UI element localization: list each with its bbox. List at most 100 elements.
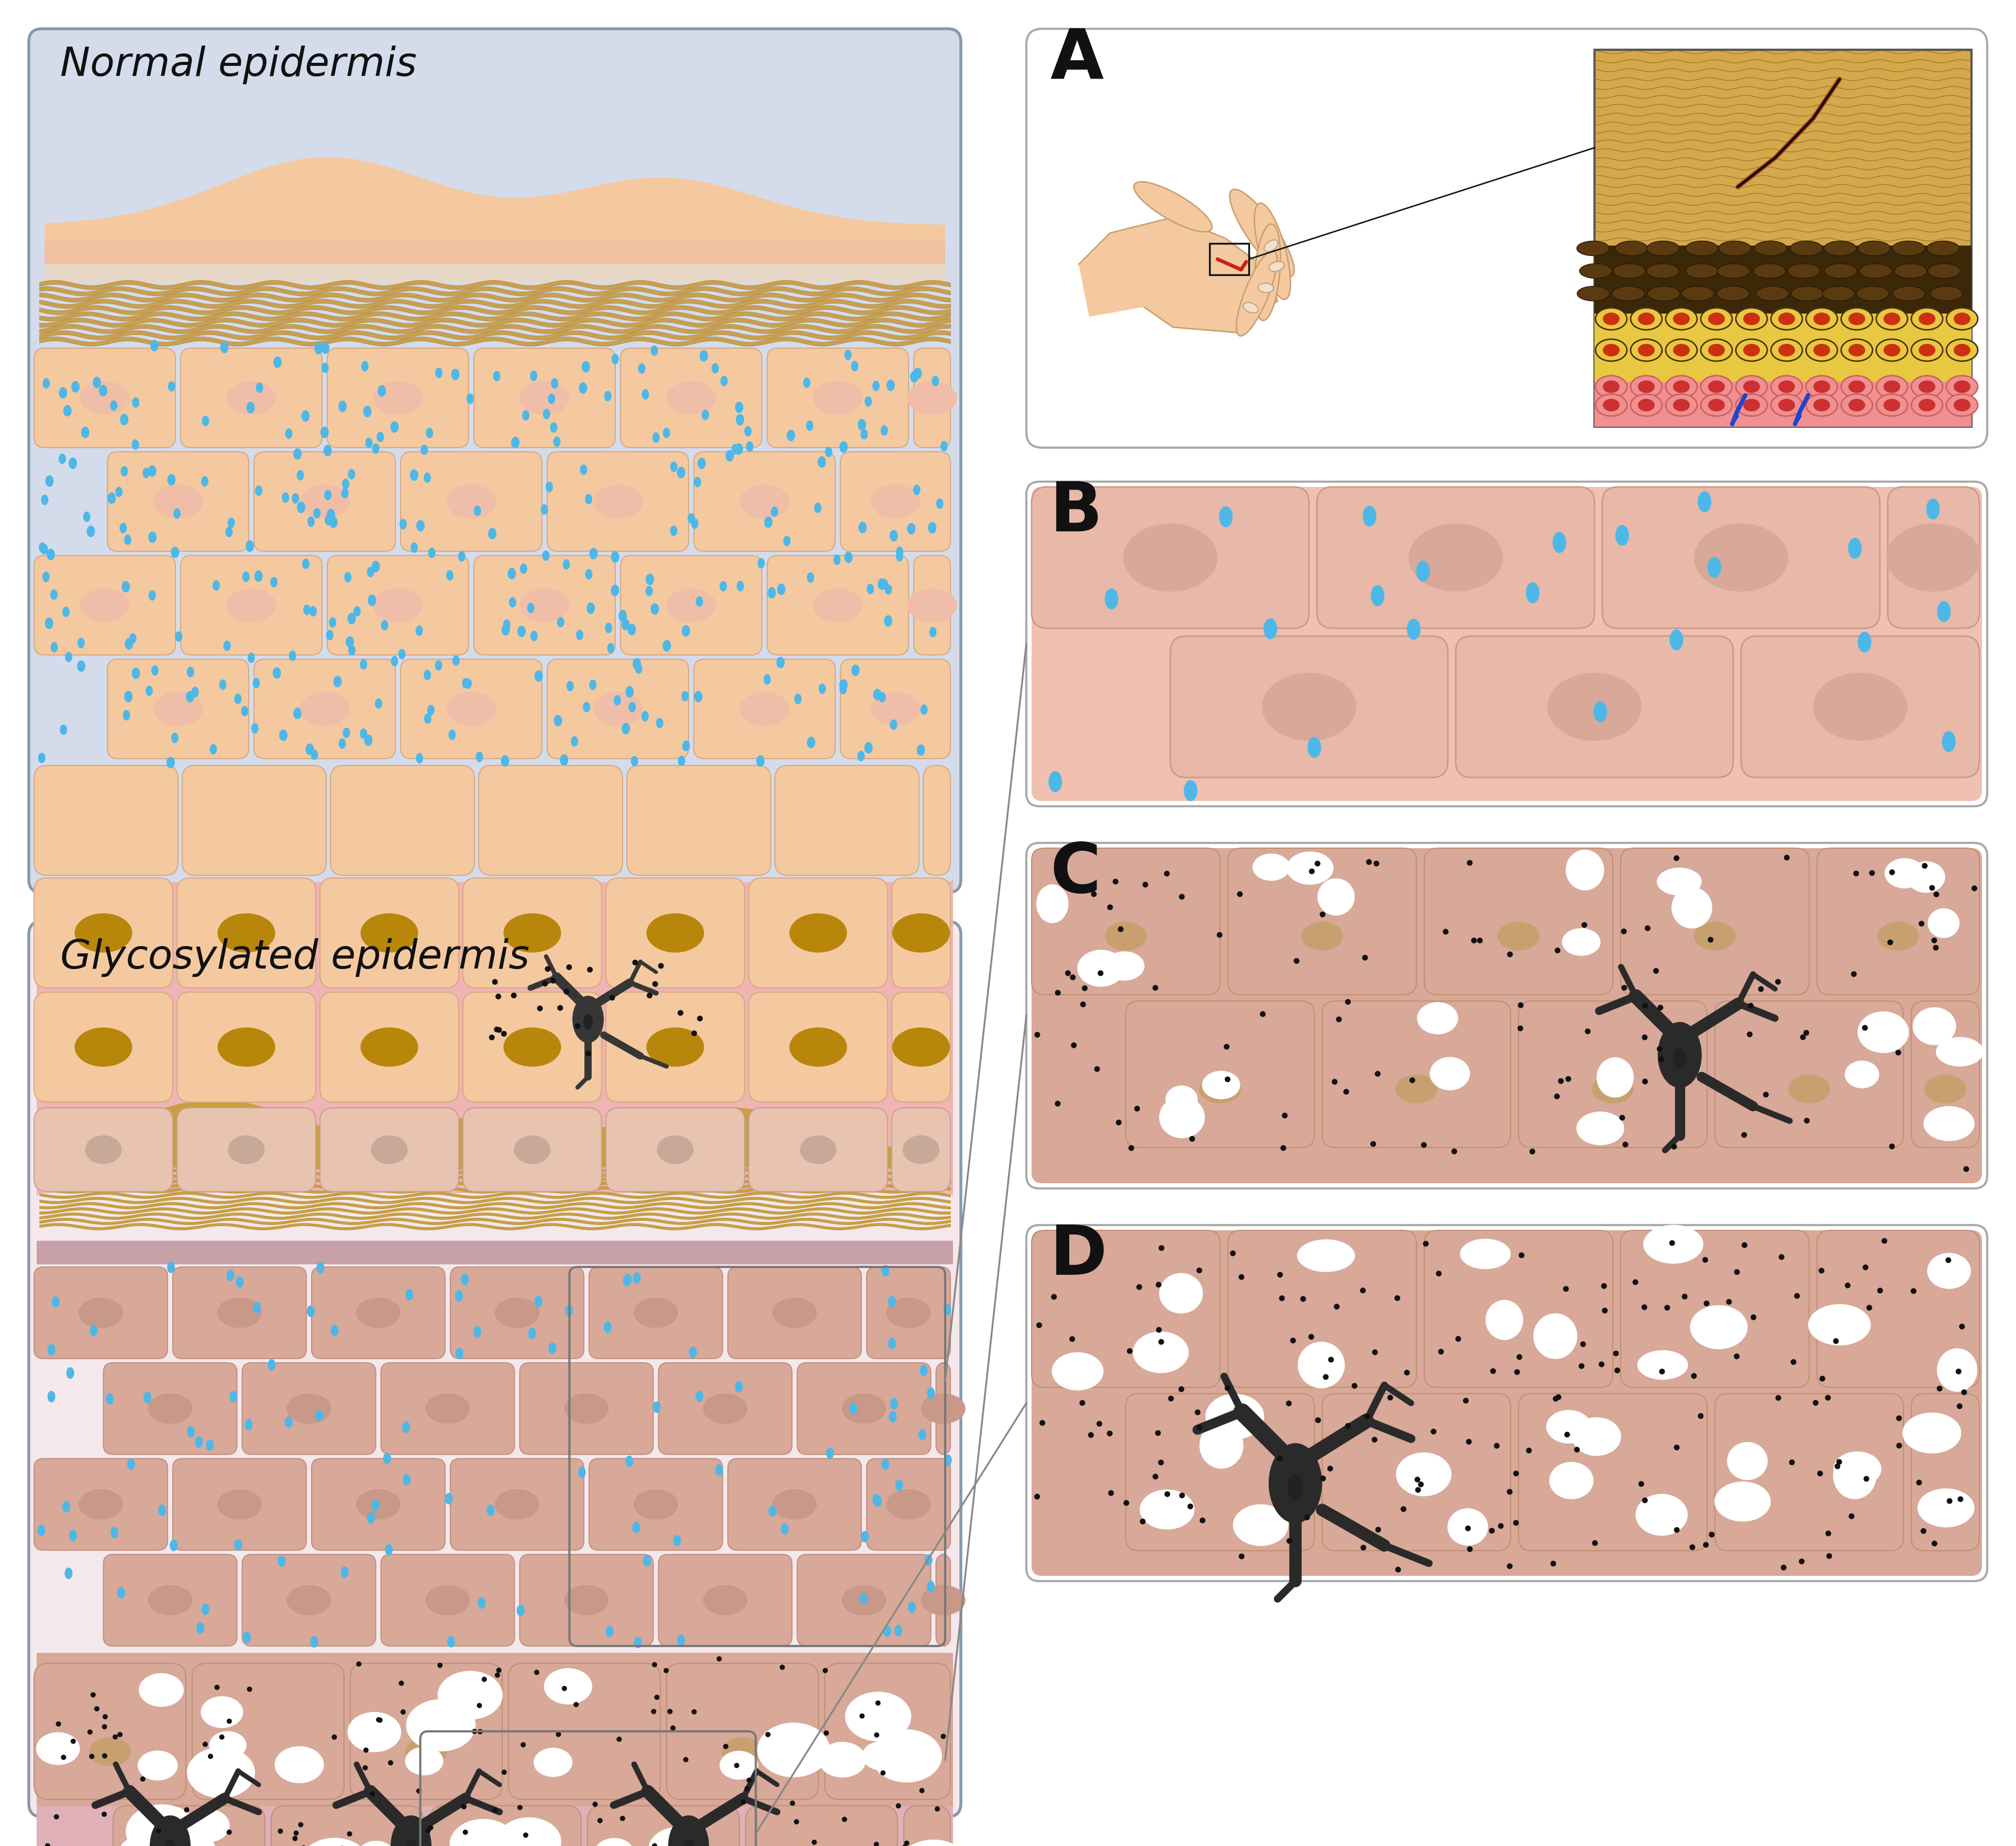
- Ellipse shape: [167, 380, 175, 391]
- Ellipse shape: [462, 677, 470, 689]
- Ellipse shape: [502, 1030, 506, 1037]
- Ellipse shape: [776, 583, 786, 594]
- Ellipse shape: [744, 426, 752, 436]
- Ellipse shape: [593, 692, 643, 725]
- FancyBboxPatch shape: [464, 1108, 601, 1191]
- Ellipse shape: [1153, 986, 1159, 991]
- Ellipse shape: [1798, 1558, 1804, 1564]
- Ellipse shape: [347, 1831, 353, 1837]
- Ellipse shape: [913, 367, 921, 378]
- Ellipse shape: [171, 733, 179, 744]
- Ellipse shape: [1863, 1025, 1867, 1030]
- FancyBboxPatch shape: [34, 1663, 185, 1800]
- Ellipse shape: [1159, 1274, 1204, 1314]
- Ellipse shape: [609, 995, 615, 1001]
- Ellipse shape: [248, 652, 254, 663]
- Ellipse shape: [691, 519, 698, 528]
- FancyBboxPatch shape: [242, 1554, 375, 1647]
- Ellipse shape: [1129, 1145, 1135, 1150]
- Ellipse shape: [1264, 240, 1278, 251]
- Ellipse shape: [1708, 312, 1726, 325]
- Ellipse shape: [1857, 631, 1871, 653]
- Ellipse shape: [1826, 1552, 1833, 1558]
- FancyBboxPatch shape: [173, 1266, 306, 1359]
- Ellipse shape: [1333, 1078, 1337, 1085]
- Ellipse shape: [44, 1842, 50, 1846]
- Ellipse shape: [651, 1842, 657, 1846]
- Ellipse shape: [399, 650, 405, 659]
- Ellipse shape: [1395, 1453, 1452, 1497]
- Ellipse shape: [1806, 393, 1837, 415]
- Ellipse shape: [456, 1290, 464, 1301]
- FancyBboxPatch shape: [841, 659, 950, 759]
- Ellipse shape: [286, 1394, 331, 1423]
- Ellipse shape: [1278, 1296, 1284, 1301]
- Ellipse shape: [633, 1521, 641, 1534]
- Ellipse shape: [1095, 1067, 1101, 1073]
- Ellipse shape: [843, 1394, 887, 1423]
- Ellipse shape: [1387, 1396, 1393, 1401]
- Ellipse shape: [619, 609, 627, 622]
- Ellipse shape: [925, 1554, 933, 1565]
- Ellipse shape: [818, 1743, 867, 1778]
- FancyBboxPatch shape: [796, 1362, 931, 1455]
- Ellipse shape: [919, 1429, 925, 1440]
- Ellipse shape: [133, 397, 139, 408]
- Ellipse shape: [827, 1447, 835, 1458]
- Ellipse shape: [317, 1263, 325, 1274]
- Ellipse shape: [873, 1842, 879, 1846]
- Ellipse shape: [556, 1732, 560, 1737]
- Ellipse shape: [812, 380, 863, 415]
- FancyBboxPatch shape: [607, 991, 744, 1102]
- Ellipse shape: [1841, 377, 1873, 397]
- Ellipse shape: [91, 1693, 95, 1698]
- Ellipse shape: [935, 1805, 939, 1811]
- Ellipse shape: [794, 1818, 798, 1824]
- Ellipse shape: [1764, 1091, 1768, 1098]
- Ellipse shape: [720, 581, 728, 591]
- Ellipse shape: [790, 1028, 847, 1067]
- Ellipse shape: [1200, 1421, 1244, 1469]
- Ellipse shape: [169, 1540, 177, 1551]
- Ellipse shape: [625, 1455, 633, 1468]
- Ellipse shape: [1417, 1482, 1423, 1488]
- Ellipse shape: [224, 641, 230, 652]
- Ellipse shape: [1645, 925, 1651, 930]
- Ellipse shape: [1143, 882, 1149, 888]
- Ellipse shape: [278, 1829, 282, 1833]
- Ellipse shape: [1401, 1506, 1407, 1512]
- Ellipse shape: [474, 1325, 482, 1338]
- Ellipse shape: [544, 1669, 593, 1704]
- Ellipse shape: [111, 401, 117, 412]
- Ellipse shape: [593, 1802, 597, 1807]
- Ellipse shape: [494, 1490, 540, 1519]
- Ellipse shape: [651, 604, 659, 615]
- Ellipse shape: [1893, 242, 1925, 257]
- FancyBboxPatch shape: [1423, 847, 1613, 995]
- Ellipse shape: [478, 1597, 486, 1608]
- Ellipse shape: [1849, 343, 1865, 356]
- Ellipse shape: [121, 581, 129, 593]
- FancyBboxPatch shape: [748, 879, 887, 988]
- Ellipse shape: [226, 1270, 234, 1281]
- Ellipse shape: [383, 1453, 391, 1464]
- FancyBboxPatch shape: [177, 1108, 317, 1191]
- FancyBboxPatch shape: [508, 1663, 661, 1800]
- Ellipse shape: [220, 1735, 224, 1739]
- Ellipse shape: [1135, 1106, 1139, 1111]
- Ellipse shape: [411, 543, 417, 552]
- Ellipse shape: [462, 1804, 466, 1809]
- Ellipse shape: [40, 545, 48, 554]
- Ellipse shape: [1579, 264, 1613, 279]
- Ellipse shape: [1562, 1287, 1568, 1292]
- Ellipse shape: [1034, 1493, 1040, 1499]
- Ellipse shape: [1202, 1071, 1240, 1098]
- Ellipse shape: [357, 1661, 361, 1667]
- Ellipse shape: [1641, 1034, 1647, 1039]
- Ellipse shape: [1835, 1464, 1841, 1469]
- Ellipse shape: [534, 1296, 542, 1307]
- Ellipse shape: [736, 402, 744, 414]
- Ellipse shape: [220, 342, 228, 353]
- Ellipse shape: [1070, 1043, 1077, 1049]
- FancyBboxPatch shape: [1026, 30, 1988, 447]
